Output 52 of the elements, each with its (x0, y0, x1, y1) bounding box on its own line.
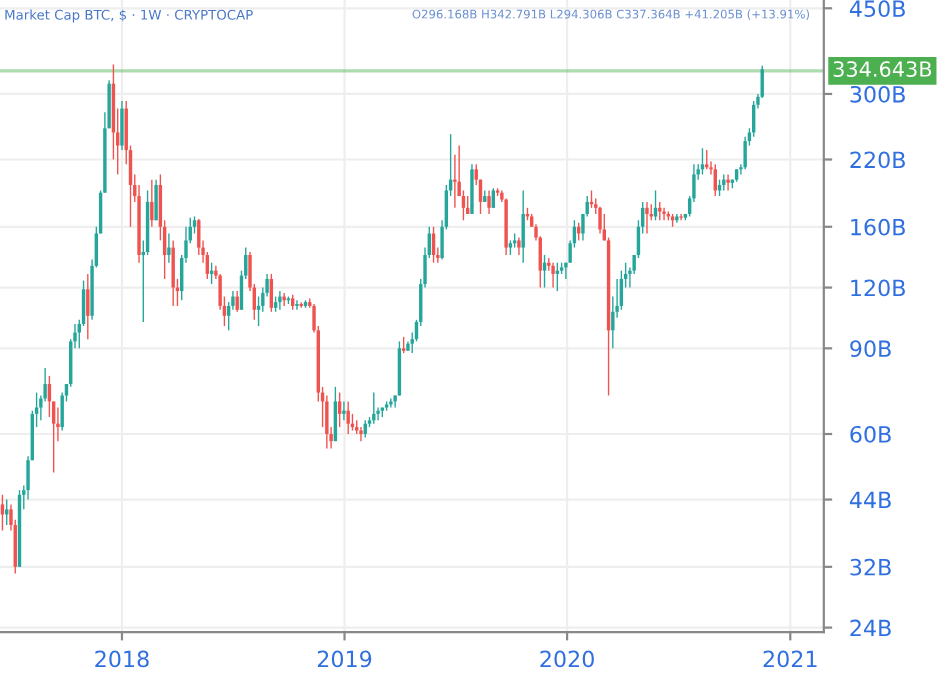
candlestick (86, 273, 90, 340)
y-tick-label: 90B (850, 340, 891, 358)
candlestick (359, 426, 363, 442)
candlestick (521, 189, 525, 264)
candlestick (346, 400, 350, 435)
candlestick (256, 295, 261, 327)
candlestick (120, 100, 124, 151)
candlestick (60, 391, 64, 432)
candlestick (282, 292, 286, 307)
candlestick (325, 394, 329, 450)
candlestick (295, 299, 299, 311)
y-tick-label: 120B (851, 279, 905, 297)
candlestick (726, 173, 730, 192)
y-tick-label: 220B (850, 151, 905, 169)
candlestick (107, 79, 111, 129)
candlestick (564, 261, 568, 280)
candlestick (278, 290, 282, 311)
candlestick (705, 149, 709, 171)
y-tick-label: 450B (849, 0, 905, 18)
y-tick-label: 32B (850, 558, 891, 576)
candlestick (491, 187, 496, 209)
x-tick-label: 2018 (95, 650, 149, 668)
candlestick (645, 201, 649, 235)
ref-line-label: 334.643B (833, 61, 932, 77)
candlestick (197, 218, 201, 256)
candlestick (337, 391, 342, 428)
candlestick (389, 397, 393, 409)
candlestick (150, 178, 154, 228)
y-tick-label: 300B (850, 85, 905, 103)
candlestick (342, 400, 346, 422)
candlestick (470, 163, 474, 215)
candlestick (461, 189, 466, 221)
y-tick-label: 24B (850, 619, 891, 637)
x-tick-label: 2021 (763, 650, 817, 668)
candlestick (453, 154, 457, 209)
candlestick (551, 261, 555, 289)
candlestick (431, 226, 436, 264)
candlestick (171, 239, 175, 307)
candlestick (722, 173, 726, 192)
candlestick (662, 207, 666, 221)
x-tick-label: 2020 (540, 650, 594, 668)
candlestick (487, 189, 491, 215)
candlestick (167, 232, 171, 264)
candlestick (235, 290, 239, 313)
x-tick-label: 2019 (317, 650, 372, 668)
candlestick (154, 178, 158, 221)
candlestick (372, 391, 376, 425)
candlestick (743, 136, 747, 171)
y-tick-label: 60B (850, 425, 891, 443)
y-tick-label: 160B (851, 218, 905, 236)
candlestick (598, 205, 602, 235)
y-tick-label: 44B (849, 491, 891, 508)
